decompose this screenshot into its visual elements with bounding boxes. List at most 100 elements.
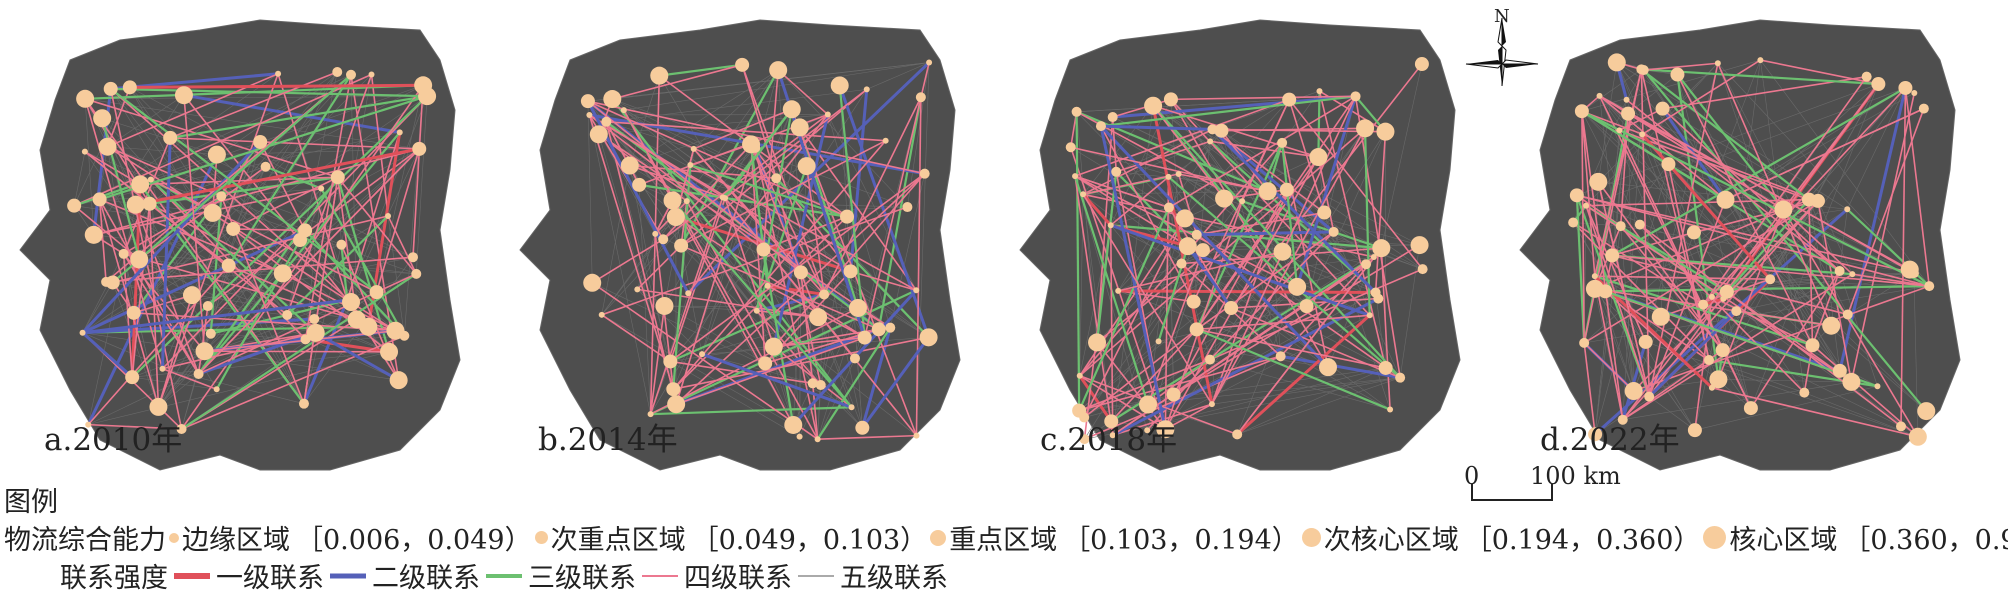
class-range-1: ［0.049，0.103）	[692, 518, 928, 557]
city-node	[1707, 358, 1713, 364]
scale-zero: 0	[1464, 462, 1479, 490]
city-node	[590, 125, 608, 143]
level-name-3: 四级联系	[684, 556, 792, 595]
city-node	[298, 223, 312, 237]
city-node	[1115, 288, 1121, 294]
city-node	[131, 175, 149, 193]
city-node	[1108, 112, 1118, 122]
city-node	[1709, 370, 1727, 388]
city-node	[691, 146, 697, 152]
city-node	[916, 92, 926, 102]
class-name-3: 次核心区域	[1324, 518, 1459, 557]
panel-label-2010: a.2010年	[44, 414, 182, 459]
city-node	[1774, 201, 1792, 219]
city-node	[883, 138, 889, 144]
city-node	[127, 306, 141, 320]
city-node	[1164, 203, 1174, 213]
city-node	[583, 274, 601, 292]
city-node	[794, 265, 808, 279]
city-node	[784, 416, 802, 434]
city-node	[1716, 343, 1730, 357]
level-5-swatch	[796, 570, 836, 582]
city-node	[1616, 221, 1626, 231]
city-node	[408, 252, 418, 262]
city-node	[667, 208, 685, 226]
city-node	[196, 342, 214, 360]
panel-label-2014: b.2014年	[538, 414, 678, 459]
city-node	[1862, 72, 1872, 82]
city-node	[1164, 92, 1178, 106]
city-node	[926, 60, 932, 66]
city-node	[872, 322, 886, 336]
city-node	[1239, 198, 1245, 204]
city-node	[1395, 373, 1405, 383]
city-node	[1205, 355, 1215, 365]
city-node	[1621, 107, 1635, 121]
city-node	[699, 351, 705, 357]
city-node	[1799, 388, 1809, 398]
city-node	[765, 283, 771, 289]
city-node	[1898, 81, 1912, 95]
city-node	[390, 371, 408, 389]
city-node	[1309, 148, 1327, 166]
city-node	[1583, 203, 1589, 209]
map-panel-1	[520, 20, 960, 470]
region-outline	[1020, 20, 1460, 470]
city-node	[1187, 295, 1201, 309]
city-node	[1066, 142, 1076, 152]
node-dot-core	[1703, 526, 1726, 549]
city-node	[274, 264, 292, 282]
city-node	[1415, 57, 1429, 71]
city-node	[831, 76, 849, 94]
city-node	[1592, 273, 1598, 279]
city-node	[226, 222, 240, 236]
city-node	[684, 198, 690, 204]
city-node	[1288, 278, 1306, 296]
class-range-2: ［0.103，0.194）	[1063, 518, 1299, 557]
city-node	[1639, 335, 1653, 349]
city-node	[1108, 222, 1114, 228]
city-node	[1072, 173, 1078, 179]
city-node	[1156, 338, 1162, 344]
city-node	[309, 314, 319, 324]
city-node	[397, 129, 403, 135]
city-node	[204, 204, 222, 222]
city-node	[127, 196, 145, 214]
class-name-1: 次重点区域	[551, 518, 686, 557]
node-dot-key	[930, 530, 946, 546]
city-node	[1909, 268, 1919, 278]
city-node	[1139, 395, 1157, 413]
city-node	[920, 169, 930, 179]
city-node	[85, 226, 103, 244]
city-node	[1096, 121, 1106, 131]
city-node	[658, 234, 668, 244]
legend-title: 图例	[4, 480, 58, 519]
city-node	[902, 202, 912, 212]
city-node	[1616, 127, 1622, 133]
city-node	[359, 318, 377, 336]
city-node	[1570, 188, 1584, 202]
city-node	[342, 293, 360, 311]
city-node	[809, 308, 827, 326]
city-node	[913, 433, 919, 439]
city-node	[1849, 271, 1855, 277]
city-node	[634, 286, 640, 292]
city-node	[632, 178, 646, 192]
city-node	[1316, 88, 1322, 94]
city-node	[849, 404, 855, 410]
class-name-2: 重点区域	[949, 518, 1057, 557]
city-node	[1924, 281, 1934, 291]
map-panel-2	[1020, 20, 1460, 470]
city-node	[411, 269, 421, 279]
city-node	[80, 330, 86, 336]
city-node	[1625, 382, 1643, 400]
city-node	[332, 67, 342, 77]
city-node	[1636, 64, 1646, 74]
city-node	[1282, 93, 1296, 107]
network-maps	[0, 0, 2008, 500]
city-node	[282, 310, 292, 320]
city-node	[93, 109, 111, 127]
city-node	[1144, 97, 1162, 115]
city-node	[76, 90, 94, 108]
city-node	[849, 299, 867, 317]
